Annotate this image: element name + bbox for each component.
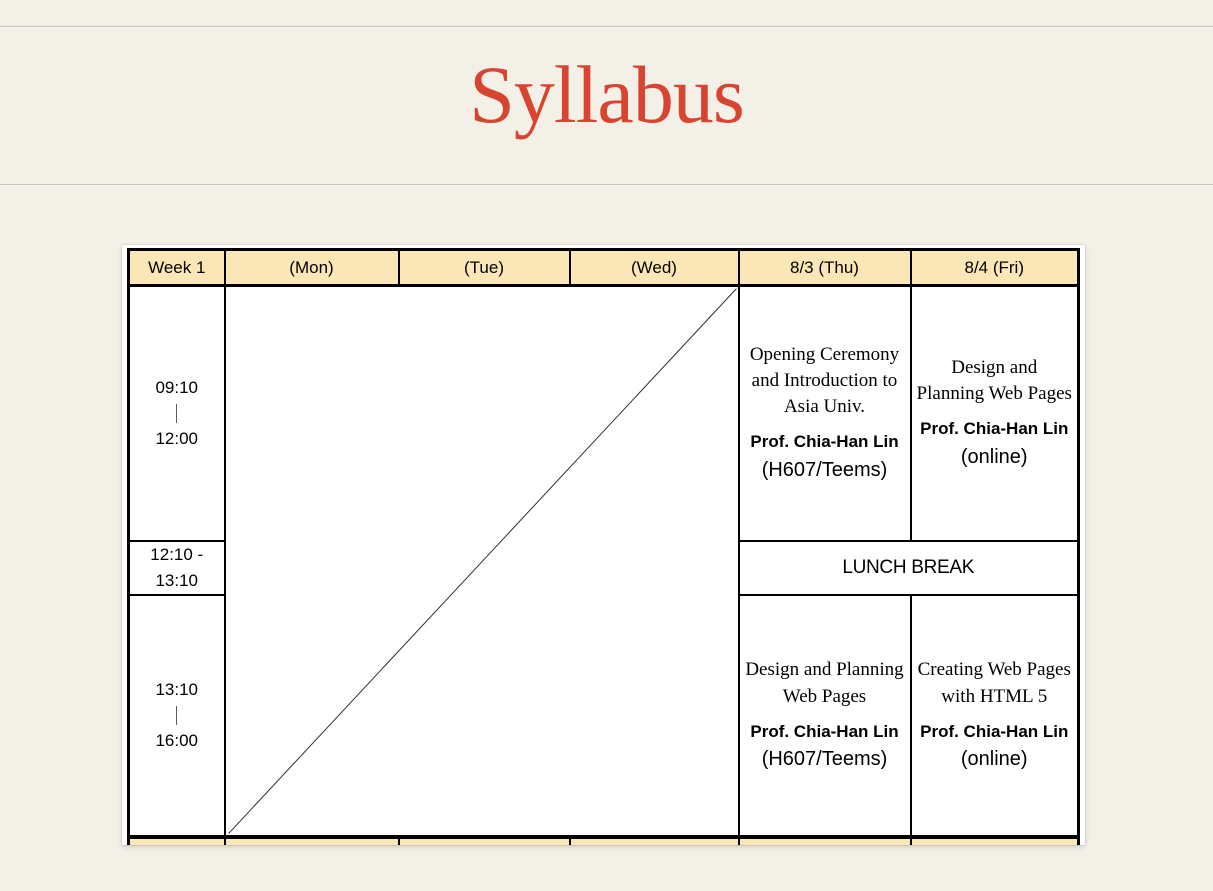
title-divider-rule xyxy=(0,184,1213,185)
time-range-connector xyxy=(176,706,178,726)
time-start-label: 13:10 xyxy=(155,680,199,700)
course-location: (H607/Teems) xyxy=(761,748,888,770)
next-week-cell xyxy=(223,835,400,845)
course-title: Design and Planning Web Pages xyxy=(745,659,904,707)
next-week-cell xyxy=(568,835,740,845)
time-end-label: 16:00 xyxy=(155,731,199,751)
header-fri-cell: 8/4 (Fri) xyxy=(909,248,1080,287)
schedule-header-row: Week 1 (Mon) (Tue) (Wed) 8/3 (Thu) 8/4 (… xyxy=(127,248,1080,287)
header-week-cell: Week 1 xyxy=(127,248,226,287)
lunch-time-line1: 12:10 - xyxy=(150,544,204,564)
course-instructor: Prof. Chia-Han Lin xyxy=(920,419,1069,439)
course-location: (online) xyxy=(960,748,1028,770)
course-instructor: Prof. Chia-Han Lin xyxy=(750,432,899,452)
course-footer: Prof. Chia-Han Lin (H607/Teems) xyxy=(745,428,905,484)
course-content: Creating Web Pages with HTML 5 Prof. Chi… xyxy=(913,643,1077,788)
course-cell-thu-morning: Opening Ceremony and Introduction to Asi… xyxy=(737,284,912,542)
diagonal-line xyxy=(226,287,738,835)
course-cell-fri-morning: Design and Planning Web Pages Prof. Chia… xyxy=(909,284,1080,542)
header-wed-cell: (Wed) xyxy=(568,248,740,287)
course-footer: Prof. Chia-Han Lin (H607/Teems) xyxy=(745,718,905,774)
course-content: Design and Planning Web Pages Prof. Chia… xyxy=(913,341,1077,486)
header-thu-cell: 8/3 (Thu) xyxy=(737,248,912,287)
time-end-label: 12:00 xyxy=(155,428,199,448)
course-footer: Prof. Chia-Han Lin (online) xyxy=(917,718,1073,774)
lunch-time-line2: 13:10 xyxy=(155,570,199,590)
course-title: Design and Planning Web Pages xyxy=(916,356,1072,405)
course-title: Creating Web Pages with HTML 5 xyxy=(917,659,1071,707)
next-week-cell xyxy=(127,835,226,845)
course-cell-fri-afternoon: Creating Web Pages with HTML 5 Prof. Chi… xyxy=(909,594,1080,839)
course-content: Design and Planning Web Pages Prof. Chia… xyxy=(741,643,909,788)
schedule-table-container: Week 1 (Mon) (Tue) (Wed) 8/3 (Thu) 8/4 (… xyxy=(122,245,1085,845)
next-week-cell xyxy=(397,835,571,845)
top-rule xyxy=(0,26,1213,27)
time-cell-lunch: 12:10 - 13:10 xyxy=(127,539,226,597)
time-cell-morning: 09:10 12:00 xyxy=(127,284,226,542)
course-instructor: Prof. Chia-Han Lin xyxy=(920,721,1069,741)
next-week-cell xyxy=(737,835,912,845)
course-title: Opening Ceremony and Introduction to Asi… xyxy=(749,343,900,418)
course-cell-thu-afternoon: Design and Planning Web Pages Prof. Chia… xyxy=(737,594,912,839)
next-week-header-row xyxy=(127,835,1080,845)
course-location: (online) xyxy=(960,445,1028,468)
course-footer: Prof. Chia-Han Lin (online) xyxy=(917,415,1073,471)
afternoon-row: 13:10 16:00 Design and Planning Web Page… xyxy=(127,594,1080,839)
next-week-cell xyxy=(909,835,1080,845)
course-content: Opening Ceremony and Introduction to Asi… xyxy=(741,328,909,499)
slide-title: Syllabus xyxy=(469,49,744,140)
schedule-table: Week 1 (Mon) (Tue) (Wed) 8/3 (Thu) 8/4 (… xyxy=(127,248,1080,845)
lunch-break-cell: LUNCH BREAK xyxy=(737,539,1080,597)
header-mon-cell: (Mon) xyxy=(223,248,400,287)
morning-row: 09:10 12:00 Opening Ceremony and Introdu… xyxy=(127,284,1080,839)
no-class-merged-cell xyxy=(223,284,740,839)
header-tue-cell: (Tue) xyxy=(397,248,571,287)
time-cell-afternoon: 13:10 16:00 xyxy=(127,594,226,839)
time-range-connector xyxy=(176,403,178,423)
course-location: (H607/Teems) xyxy=(761,458,888,481)
time-start-label: 09:10 xyxy=(155,377,199,397)
lunch-row: 12:10 - 13:10 LUNCH BREAK xyxy=(127,539,1080,597)
course-instructor: Prof. Chia-Han Lin xyxy=(750,721,899,741)
